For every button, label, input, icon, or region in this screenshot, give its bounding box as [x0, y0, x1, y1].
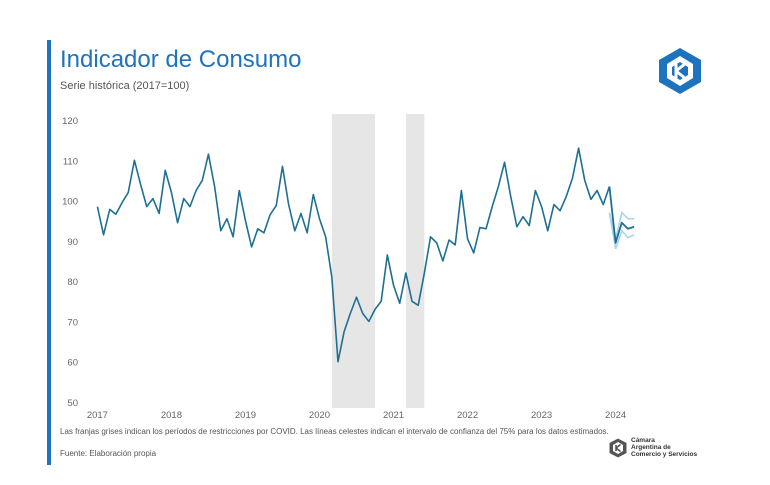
logo-line-3: Comercio y Servicios — [631, 451, 698, 458]
source-note: Fuente: Elaboración propia — [60, 449, 157, 458]
y-tick-label-100: 100 — [62, 197, 78, 208]
footnote: Las franjas grises indican los períodos … — [60, 427, 609, 436]
y-tick-label-120: 120 — [62, 116, 78, 127]
page-title: Indicador de Consumo — [60, 46, 302, 73]
y-tick-label-110: 110 — [63, 156, 78, 167]
cac-logo-small-icon — [609, 438, 627, 457]
logo-line-1: Cámara — [631, 437, 655, 444]
series-line-indicador-consumo — [96, 147, 611, 363]
y-tick-label-90: 90 — [67, 237, 78, 248]
accent-bar — [47, 40, 51, 465]
x-tick-label-2020: 2020 — [309, 410, 330, 421]
covid-period-band-1 — [331, 114, 376, 408]
x-tick-label-2019: 2019 — [235, 410, 256, 421]
cac-logo: Cámara Argentina de Comercio y Servicios — [609, 437, 697, 458]
cac-logo-icon — [659, 48, 701, 94]
y-tick-label-50: 50 — [67, 398, 78, 409]
logo-line-2: Argentina de — [631, 444, 671, 451]
series-line-estimated — [608, 186, 635, 244]
x-tick-label-2022: 2022 — [457, 410, 478, 421]
x-tick-label-2021: 2021 — [383, 410, 404, 421]
y-tick-label-80: 80 — [67, 277, 78, 288]
page-subtitle: Serie histórica (2017=100) — [60, 80, 190, 92]
y-tick-label-60: 60 — [67, 358, 78, 369]
x-tick-label-2023: 2023 — [531, 410, 552, 421]
x-tick-label-2018: 2018 — [161, 410, 182, 421]
x-tick-label-2017: 2017 — [87, 410, 108, 421]
y-tick-label-70: 70 — [67, 317, 78, 328]
x-tick-label-2024: 2024 — [605, 410, 626, 421]
covid-period-band-2 — [405, 114, 425, 408]
confidence-lower-line — [608, 212, 635, 250]
